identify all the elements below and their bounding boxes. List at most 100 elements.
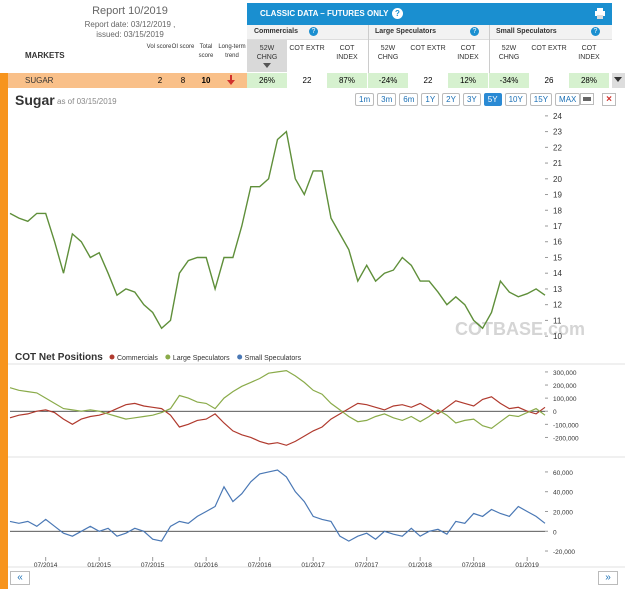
watermark: COTBASE.com: [455, 319, 585, 339]
table-cell: -34%: [489, 73, 529, 88]
range-button[interactable]: 1m: [355, 93, 375, 106]
series-line: [9, 396, 546, 446]
total-score: 10: [201, 76, 211, 85]
sub-header: COT EXTR: [531, 45, 567, 52]
group-header: Commercials: [254, 28, 298, 35]
sort-arrow: [263, 63, 271, 68]
x-tick-label: 07/2017: [355, 562, 379, 569]
y-tick-label: 12: [553, 301, 562, 310]
range-buttons: 1m 3m 6m 1Y 2Y 3Y 5Y 10Y 15Y MAX: [355, 93, 581, 106]
range-button[interactable]: 3m: [377, 93, 397, 106]
sub-header: COT INDEX: [578, 45, 600, 61]
markets-header: MARKETS: [25, 51, 65, 60]
y-tick-label: 20,000: [553, 509, 573, 516]
x-tick-label: 07/2015: [141, 562, 165, 569]
nav-prev[interactable]: «: [10, 571, 30, 585]
legend-label: Small Speculators: [245, 355, 302, 362]
group-row: [247, 25, 612, 40]
nav-next[interactable]: »: [598, 571, 618, 585]
table-cell: 26%: [247, 73, 287, 88]
trend-arrow: [227, 75, 235, 85]
y-tick-label: 0: [553, 409, 557, 416]
scroll-arrow: [614, 77, 622, 82]
y-tick-label: 40,000: [553, 490, 573, 497]
col-header: Long-term trend: [218, 44, 246, 59]
chart-subtitle: as of 03/15/2019: [57, 97, 117, 106]
x-tick-label: 01/2015: [87, 562, 111, 569]
report-title: Report 10/2019: [92, 5, 168, 17]
range-button[interactable]: 3Y: [462, 93, 481, 106]
sub-header: COT EXTR: [410, 45, 446, 52]
banner: [247, 3, 612, 25]
sub-header: COT INDEX: [336, 45, 358, 61]
y-tick-label: 16: [553, 238, 562, 247]
series-line: [9, 130, 546, 330]
y-tick-label: 60,000: [553, 470, 573, 477]
report-issued: issued: 03/15/2019: [96, 30, 164, 39]
y-tick-label: 11: [553, 316, 562, 325]
table-cell: 22: [408, 73, 448, 88]
series-line: [9, 369, 546, 429]
y-tick-label: 20: [553, 175, 562, 184]
legend-marker: [237, 354, 243, 360]
y-tick-label: 17: [553, 222, 562, 231]
y-tick-label: 300,000: [553, 370, 577, 377]
legend-label: Commercials: [117, 355, 158, 362]
x-tick-label: 07/2016: [248, 562, 272, 569]
y-tick-label: 22: [553, 143, 562, 152]
table-cell: 28%: [569, 73, 609, 88]
banner-title: CLASSIC DATA – FUTURES ONLY: [260, 9, 389, 18]
table-cell: 22: [287, 73, 327, 88]
y-tick-label: -20,000: [553, 549, 575, 556]
table-cell: 26: [529, 73, 569, 88]
col-header: Vol score: [146, 44, 172, 50]
series-line: [9, 469, 546, 542]
report-date: Report date: 03/12/2019 ,: [84, 20, 176, 29]
help-icon[interactable]: ?: [392, 8, 403, 19]
y-tick-label: 24: [553, 112, 562, 121]
y-tick-label: 18: [553, 206, 562, 215]
help-icon[interactable]: ?: [309, 27, 318, 36]
close-button[interactable]: ×: [602, 93, 616, 106]
y-tick-label: 23: [553, 128, 562, 137]
x-tick-label: 01/2017: [301, 562, 325, 569]
legend-marker: [165, 354, 171, 360]
range-button[interactable]: 10Y: [504, 93, 527, 106]
help-icon[interactable]: ?: [591, 27, 600, 36]
group-header: Large Speculators: [375, 28, 437, 35]
x-tick-label: 01/2019: [515, 562, 539, 569]
range-button[interactable]: 15Y: [529, 93, 553, 106]
row-highlight: [0, 73, 247, 88]
help-icon[interactable]: ?: [470, 27, 479, 36]
sub-header: 52W CHNG: [256, 45, 278, 61]
range-button[interactable]: 2Y: [442, 93, 460, 106]
y-tick-label: 13: [553, 285, 562, 294]
y-tick-label: 21: [553, 159, 562, 168]
print-chart[interactable]: [580, 93, 594, 105]
range-button[interactable]: 6m: [399, 93, 419, 106]
y-tick-label: 14: [553, 269, 562, 278]
sub-header: COT EXTR: [289, 45, 325, 52]
table-cell: 12%: [448, 73, 488, 88]
y-tick-label: 200,000: [553, 383, 577, 390]
vol-score: 2: [157, 76, 163, 85]
col-header: Total score: [198, 44, 214, 59]
group-header: Small Speculators: [496, 28, 557, 35]
range-button[interactable]: 1Y: [421, 93, 440, 106]
y-tick-label: 15: [553, 253, 562, 262]
x-tick-label: 01/2016: [194, 562, 218, 569]
table-cell: 87%: [327, 73, 367, 88]
sub-header: COT INDEX: [457, 45, 479, 61]
legend-marker: [109, 354, 115, 360]
x-tick-label: 07/2018: [462, 562, 486, 569]
market-name: SUGAR: [25, 76, 54, 85]
range-button[interactable]: MAX: [555, 93, 581, 106]
divider: [489, 25, 490, 73]
x-tick-label: 07/2014: [34, 562, 58, 569]
oi-score: 8: [180, 76, 186, 85]
side-bar: [0, 73, 8, 589]
print-icon[interactable]: [594, 8, 606, 19]
range-button[interactable]: 5Y: [483, 93, 502, 106]
